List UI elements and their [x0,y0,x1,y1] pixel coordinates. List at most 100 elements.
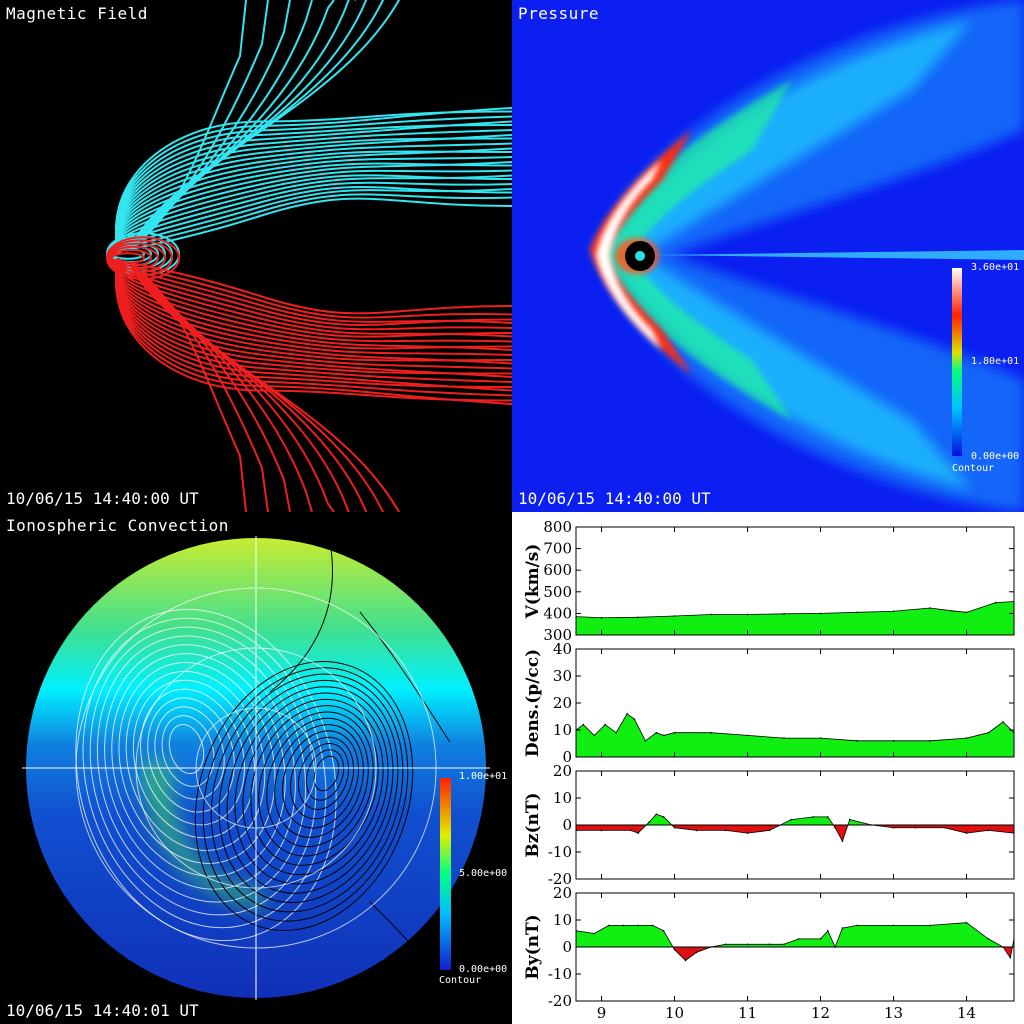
y-tick-label: 30 [553,667,572,685]
data-point [929,740,931,742]
magnetic-field-panel: Magnetic Field 10/06/15 14:40:00 UT [0,0,512,512]
data-point [655,731,658,734]
ionosphere-title: Ionospheric Convection [6,516,229,535]
data-point [637,924,639,927]
magnetic-field-timestamp: 10/06/15 14:40:00 UT [6,489,199,508]
chart-3: -20 -10 0 10 20 By(nT) [523,884,1015,1010]
magnetic-field-title: Magnetic Field [6,4,148,23]
data-point [724,829,727,832]
data-point [783,737,785,739]
data-point [593,734,596,737]
data-point [622,924,625,927]
data-point [965,611,968,614]
data-point [637,832,639,834]
y-axis-label: V(km/s) [523,544,543,620]
data-point [582,723,585,726]
pressure-colorbar [952,268,962,456]
series-area-negative [576,947,1014,961]
series-area-positive [576,922,1014,947]
x-tick-label: 14 [957,1004,976,1022]
ionosphere-map [22,536,490,1000]
series-area-positive [576,814,1014,825]
y-axis-label: Dens.(p/cc) [523,649,543,757]
data-point [746,734,749,737]
solar-wind-timeseries-panel: 300 400 500 600 700 800 V(km/s) 0 10 20 30 40 Dens.(… [512,512,1024,1024]
ionosphere-colorbar-mid: 5.00e+00 [459,868,508,879]
y-tick-label: 300 [543,626,572,644]
data-point [812,816,815,818]
ionosphere-colorbar-caption: Contour [439,975,482,986]
data-point [892,924,895,927]
y-tick-label: 40 [553,640,572,658]
data-point [929,924,931,927]
data-point [856,611,858,614]
data-point [834,946,836,948]
data-point [1002,721,1004,723]
data-point [673,826,676,829]
data-point [790,818,793,821]
magnetic-field-lines [106,0,512,512]
data-point [834,826,836,829]
data-point [783,943,785,946]
x-tick-label: 12 [811,1004,830,1022]
x-tick-label: 10 [665,1004,684,1022]
data-point [827,930,829,932]
data-point [710,731,712,734]
data-point [819,938,822,940]
data-point [994,601,997,604]
y-tick-label: 20 [553,694,572,712]
data-point [655,813,658,815]
data-point [662,734,665,737]
data-point [987,731,990,734]
chart-1: 0 10 20 30 40 Dens.(p/cc) [523,640,1015,766]
y-tick-label: -20 [548,992,572,1010]
data-point [819,737,822,739]
series-area [576,601,1014,635]
data-point [848,818,851,821]
data-point [827,816,829,818]
pressure-colorbar-max: 3.60e+01 [971,262,1020,273]
data-point [695,829,698,832]
y-tick-label: 0 [562,748,572,766]
data-point [892,610,895,613]
data-point [644,740,647,742]
data-point [856,924,858,927]
data-point [746,943,749,946]
y-tick-label: 500 [543,583,572,601]
series-area [576,713,1014,757]
y-tick-label: 0 [562,816,572,834]
y-axis-label: Bz(nT) [523,792,543,857]
data-point [651,924,654,927]
data-point [724,943,727,946]
data-point [892,740,895,742]
data-point [662,930,665,932]
data-point [600,616,603,619]
y-tick-label: -10 [548,965,572,983]
data-point [662,816,665,818]
data-point [856,740,858,742]
data-point [841,840,844,842]
ionosphere-timestamp: 10/06/15 14:40:01 UT [6,1001,199,1020]
data-point [965,737,968,739]
data-point [593,932,596,935]
y-axis-label: By(nT) [523,914,543,979]
pressure-colorbar-min: 0.00e+00 [971,451,1020,462]
southern-field-lines [106,236,512,512]
data-point [648,821,650,824]
pressure-title: Pressure [518,4,600,23]
ionospheric-convection-panel: 1.00e+01 5.00e+00 0.00e+00 Contour Ionos… [0,512,512,1024]
data-point [892,826,895,829]
data-point [965,921,968,924]
data-point [768,829,771,832]
data-point [684,959,687,962]
data-point [1009,957,1012,959]
data-point [673,615,676,617]
pressure-timestamp: 10/06/15 14:40:00 UT [518,489,711,508]
y-tick-label: 10 [553,721,572,739]
data-point [965,832,968,834]
data-point [841,927,844,929]
pressure-image [590,0,1024,512]
pressure-colorbar-caption: Contour [952,463,995,474]
data-point [608,924,610,927]
